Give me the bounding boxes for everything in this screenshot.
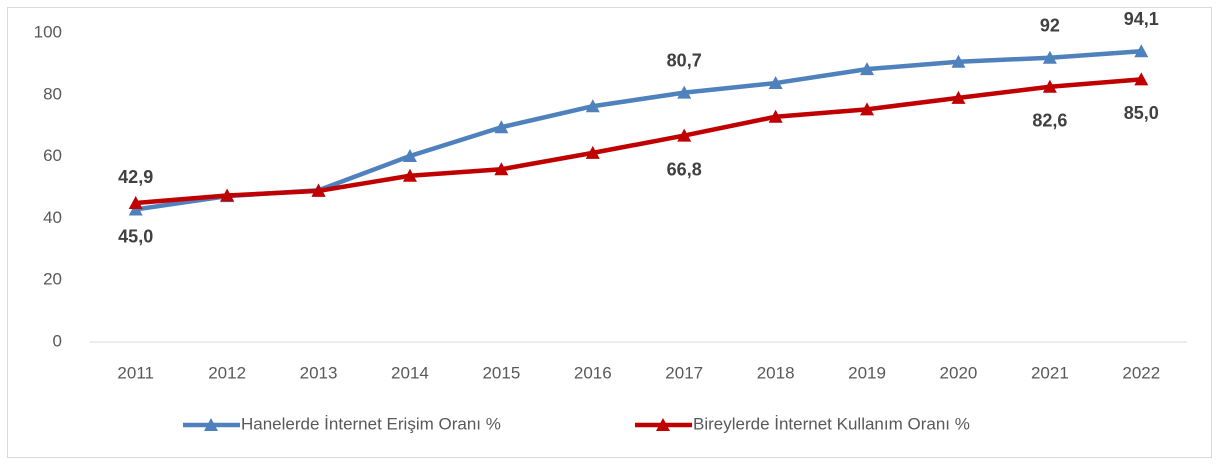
x-tick-label: 2011 [117,363,154,382]
legend-label: Bireylerde İnternet Kullanım Oranı % [693,414,970,433]
x-tick-label: 2015 [482,363,520,382]
point-marker [951,90,966,104]
y-tick-label: 100 [34,22,62,41]
point-marker [402,168,417,182]
data-label: 85,0 [1124,103,1159,123]
data-label: 66,8 [667,159,702,179]
point-marker [402,148,417,162]
point-marker [1042,79,1057,93]
point-marker [585,99,600,113]
point-marker [128,195,143,209]
point-marker [677,85,692,99]
x-tick-label: 2022 [1122,363,1160,382]
y-tick-label: 20 [43,270,62,289]
point-marker [860,102,875,116]
point-marker [1042,50,1057,64]
point-marker [860,62,875,76]
point-marker [1134,72,1149,86]
x-tick-label: 2014 [391,363,429,382]
data-label: 92 [1040,15,1060,35]
x-tick-label: 2016 [574,363,612,382]
data-label: 94,1 [1124,9,1159,29]
point-marker [768,76,783,90]
series-line [135,77,1142,206]
point-marker [1134,44,1149,58]
x-tick-label: 2017 [665,363,703,382]
x-tick-label: 2018 [757,363,795,382]
point-marker [585,145,600,159]
point-marker [220,188,235,202]
x-tick-label: 2013 [300,363,338,382]
point-marker [311,183,326,197]
y-tick-label: 0 [53,331,62,350]
x-tick-label: 2012 [208,363,246,382]
x-tick-label: 2019 [848,363,886,382]
legend-marker [656,418,670,431]
legend-label: Hanelerde İnternet Erişim Oranı % [241,414,501,433]
point-marker [951,54,966,68]
chart-border [7,7,1212,458]
data-label: 82,6 [1032,111,1067,131]
point-marker [768,109,783,123]
point-marker [494,162,509,176]
y-tick-label: 40 [43,208,62,227]
data-label: 42,9 [118,167,153,187]
x-tick-label: 2020 [940,363,978,382]
data-label: 45,0 [118,227,153,247]
legend-marker [204,418,218,431]
y-tick-label: 80 [43,84,62,103]
x-tick-label: 2021 [1031,363,1069,382]
y-tick-label: 60 [43,146,62,165]
data-label: 80,7 [667,50,702,70]
point-marker [677,128,692,142]
point-marker [494,120,509,134]
